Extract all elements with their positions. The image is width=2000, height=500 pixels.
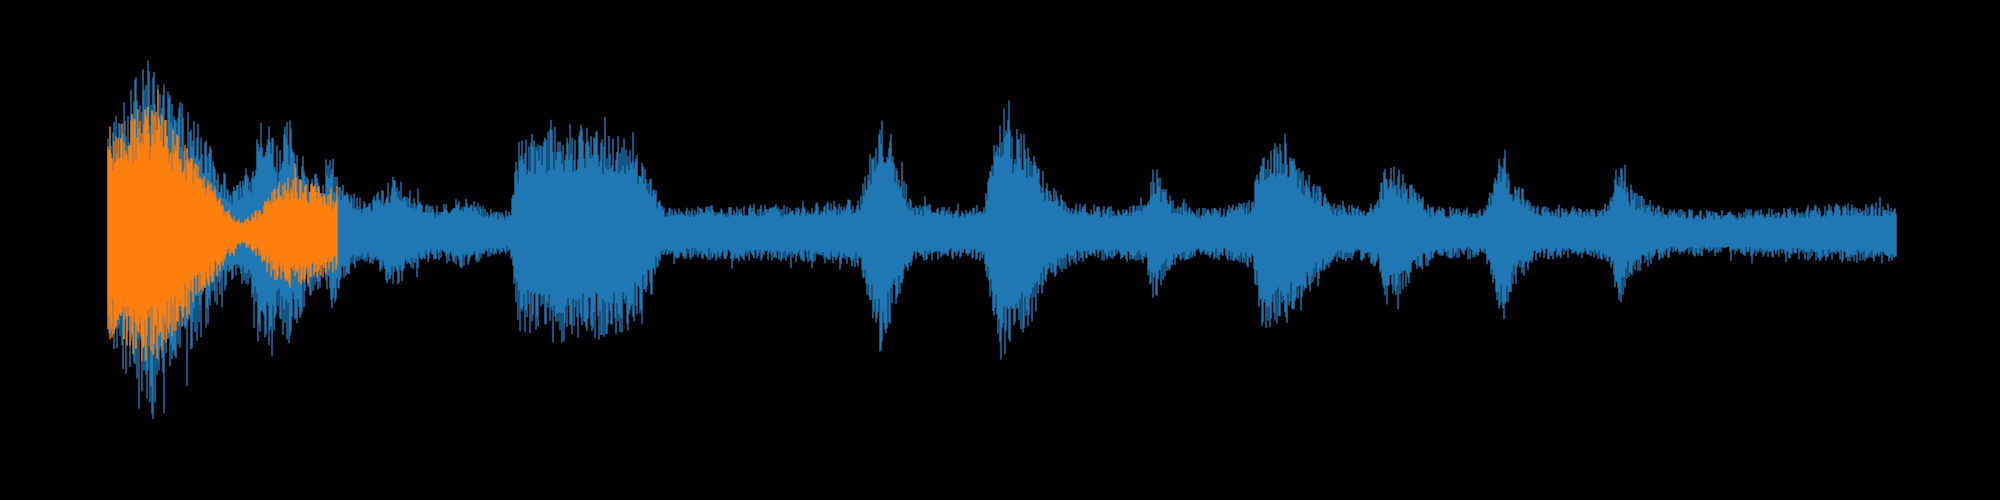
waveform-series-2 (107, 90, 338, 362)
plot-area (107, 60, 1897, 419)
